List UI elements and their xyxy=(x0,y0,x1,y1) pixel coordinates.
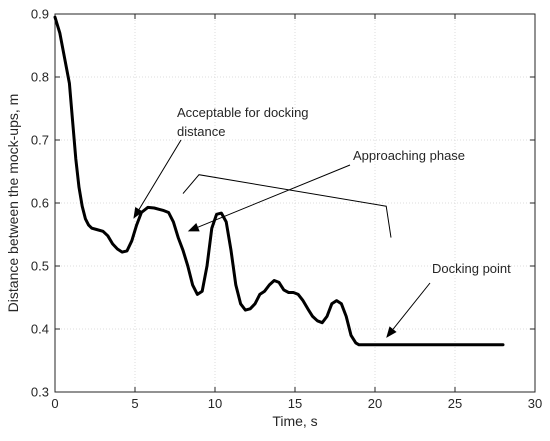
x-axis-label: Time, s xyxy=(272,413,317,429)
x-tick-label: 20 xyxy=(368,396,382,411)
x-tick-label: 10 xyxy=(208,396,222,411)
annotation-approaching-phase-text: Approaching phase xyxy=(353,148,465,163)
x-tick-label: 15 xyxy=(288,396,302,411)
x-tick-label: 25 xyxy=(448,396,462,411)
axes: 0 5 10 15 20 25 30 0.3 0.4 0.5 0.6 0.7 0.8 0.9 xyxy=(31,7,542,412)
grid xyxy=(55,14,535,392)
y-tick-label: 0.5 xyxy=(31,259,49,274)
annotation-approaching-phase-arrow xyxy=(187,164,351,232)
arrow-shaft xyxy=(392,282,431,330)
arrow-head xyxy=(133,207,143,219)
annotation-acceptable-distance-arrow xyxy=(133,139,182,219)
approaching-phase-bracket xyxy=(182,174,392,238)
annotation-docking-point-text: Docking point xyxy=(432,261,511,276)
y-tick-label: 0.7 xyxy=(31,133,49,148)
y-tick-label: 0.8 xyxy=(31,70,49,85)
annotation-acceptable-distance-text: Acceptable for docking xyxy=(177,105,309,120)
y-tick-label: 0.9 xyxy=(31,7,49,22)
arrow-head xyxy=(386,326,397,338)
distance-series-line xyxy=(53,15,505,347)
annotations: Acceptable for docking distance Approachin… xyxy=(133,105,511,338)
annotation-docking-point-arrow xyxy=(386,282,431,338)
y-tick-label: 0.3 xyxy=(31,385,49,400)
y-tick-label: 0.4 xyxy=(31,322,49,337)
annotation-acceptable-distance-text: distance xyxy=(177,124,225,139)
x-tick-label: 30 xyxy=(528,396,542,411)
x-tick-label: 5 xyxy=(131,396,138,411)
arrow-head xyxy=(187,223,200,232)
arrow-shaft xyxy=(138,139,182,210)
y-axis-label: Distance between the mock-ups, m xyxy=(5,94,21,313)
x-tick-label: 0 xyxy=(51,396,58,411)
series xyxy=(53,15,505,347)
y-tick-label: 0.6 xyxy=(31,196,49,211)
arrow-shaft xyxy=(197,164,351,228)
